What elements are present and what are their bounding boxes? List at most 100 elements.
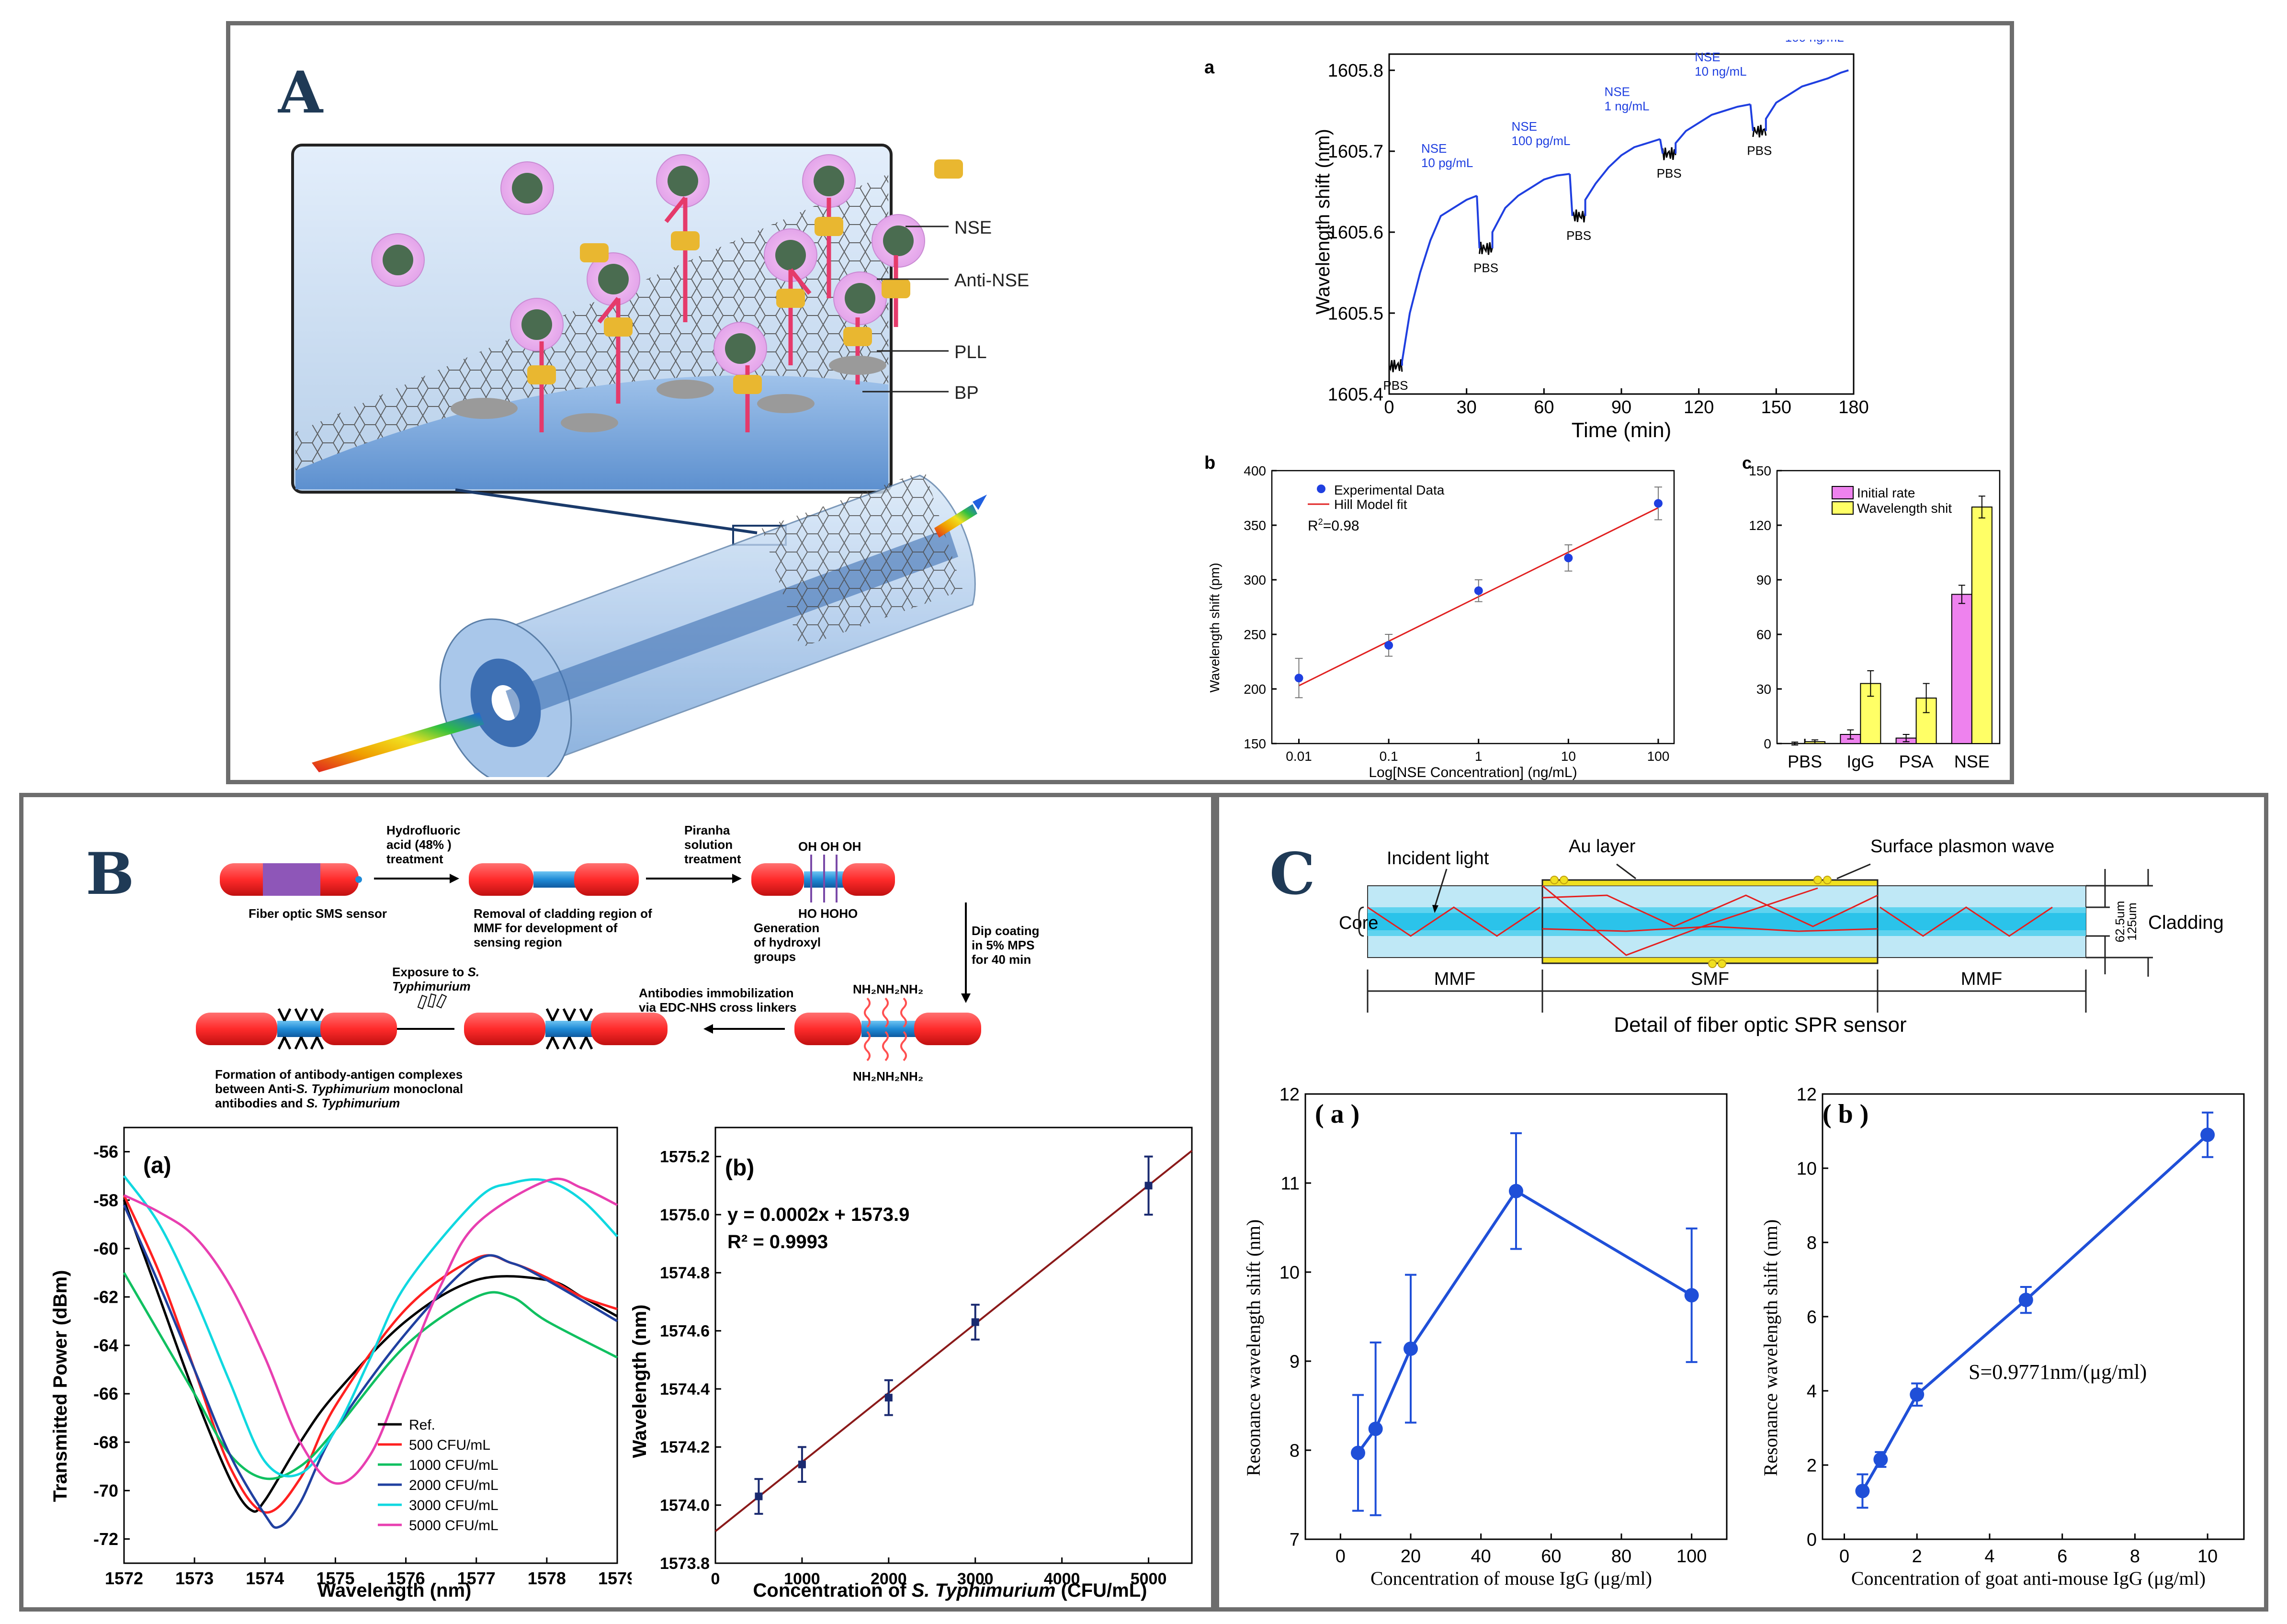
fit-line	[714, 1150, 1193, 1532]
y-tick-label: 400	[1244, 463, 1266, 478]
step-sms-sensor: Fiber optic SMS sensor	[249, 906, 387, 921]
step-piranha-2: solution	[684, 837, 733, 852]
y-tick-label: 1574.8	[660, 1264, 710, 1282]
nse-concentration: 100 ng/mL	[1785, 40, 1844, 45]
data-point	[1384, 641, 1393, 650]
data-point	[1509, 1184, 1523, 1198]
y-tick-label: 60	[1756, 627, 1771, 642]
y-tick-label: -60	[93, 1239, 118, 1258]
legend-label: Ref.	[409, 1417, 435, 1433]
x-tick-label: 80	[1611, 1546, 1631, 1567]
y-tick-label: -72	[93, 1529, 118, 1549]
y-tick-label: 1605.4	[1328, 384, 1383, 405]
x-tick-label: IgG	[1846, 752, 1874, 771]
x-axis-label: Concentration of goat anti-mouse IgG (μg…	[1851, 1568, 2206, 1589]
data-point	[1351, 1445, 1365, 1460]
nse-concentration: 100 pg/mL	[1512, 134, 1571, 148]
y-tick-label: 12	[1797, 1084, 1817, 1105]
slope-annotation: S=0.9771nm/(μg/ml)	[1969, 1360, 2147, 1384]
pbs-label: PBS	[1657, 166, 1682, 180]
panel-a: A	[226, 21, 2014, 784]
x-axis-label: Concentration of mouse IgG (μg/ml)	[1370, 1568, 1652, 1589]
legend-fit: Hill Model fit	[1334, 497, 1407, 512]
step-mps-3: for 40 min	[972, 952, 1031, 967]
x-axis-label: Time (min)	[1572, 418, 1672, 442]
chart-letter: (b)	[725, 1155, 754, 1181]
step-piranha-3: treatment	[684, 852, 741, 866]
x-tick-label: 60	[1541, 1546, 1561, 1567]
pbs-segment	[1572, 209, 1586, 223]
y-axis-label: Resonance wavelength shift (nm)	[1243, 1219, 1264, 1477]
series-line	[123, 1195, 618, 1514]
x-tick-label: PSA	[1899, 752, 1934, 771]
chart-letter: b	[1204, 453, 1215, 473]
legend-label: 3000 CFU/mL	[409, 1498, 498, 1513]
y-tick-label: 4	[1807, 1381, 1817, 1401]
chart-wavelength-concentration: 0 1000 2000 3000 4000 5000 1573.8 1574.0 1574.2 1…	[632, 1127, 1193, 1601]
x-tick-label: 1575	[316, 1568, 354, 1588]
y-tick-label: 8	[1807, 1233, 1817, 1253]
step-exposure-2: Typhimurium	[392, 979, 471, 993]
axes: 0 20 40 60 80 100 7 8 9 10 11 12	[1279, 1084, 1728, 1567]
data-point	[971, 1318, 979, 1326]
plot-frame	[1304, 1093, 1728, 1540]
label-pll: PLL	[954, 342, 987, 362]
x-tick-label: 1572	[105, 1568, 143, 1588]
data-points	[1855, 1111, 2215, 1509]
x-tick-label: 40	[1471, 1546, 1491, 1567]
bar	[1951, 594, 1972, 744]
data-point	[1910, 1387, 1925, 1402]
y-tick-label: 1574.4	[660, 1380, 710, 1398]
label-smf: SMF	[1691, 969, 1729, 989]
y-tick-label: 200	[1244, 682, 1266, 697]
label-incident-light: Incident light	[1387, 848, 1489, 868]
y-tick-label: -56	[93, 1142, 118, 1162]
step-hydroxyl-3: groups	[754, 949, 796, 964]
y-tick-label: 2	[1807, 1455, 1817, 1476]
nse-label: NSE	[1695, 50, 1720, 64]
axes: 0 2 4 6 8 10 0 2 4 6 8 10 12	[1797, 1084, 2245, 1567]
y-tick-label: -68	[93, 1432, 118, 1452]
y-tick-label: 90	[1756, 573, 1771, 587]
y-axis-label: Wavelength shift (pm)	[1207, 563, 1222, 692]
step-hf-2: acid (48% )	[386, 837, 452, 852]
y-tick-label: 1575.2	[660, 1148, 710, 1166]
oh-top: OH OH OH	[798, 839, 861, 854]
pbs-label: PBS	[1383, 378, 1408, 393]
step-mps-1: Dip coating	[972, 924, 1040, 938]
data-point	[1368, 1421, 1383, 1436]
pbs-segment	[1479, 242, 1494, 255]
y-tick-label: -64	[93, 1336, 118, 1355]
diagram-caption: Detail of fiber optic SPR sensor	[1614, 1013, 1906, 1037]
series-line	[1357, 1189, 1693, 1454]
y-tick-label: 30	[1756, 682, 1771, 697]
x-tick-label: 1577	[457, 1568, 496, 1588]
plot-frame	[1776, 470, 2001, 744]
legend: Ref. 500 CFU/mL 1000 CFU/mL 2000 CFU/mL 3000…	[378, 1417, 498, 1534]
y-tick-label: 350	[1244, 518, 1266, 533]
x-tick-label: 1574	[246, 1568, 284, 1588]
data-point	[1653, 499, 1663, 508]
label-mmf-right: MMF	[1961, 969, 2003, 989]
legend-label: 2000 CFU/mL	[409, 1477, 498, 1493]
label-clad-diameter: 125um	[2125, 902, 2139, 941]
x-tick-label: 0	[1384, 397, 1394, 417]
x-tick-label: 4	[1984, 1546, 1994, 1567]
step-removal-1: Removal of cladding region of	[474, 906, 652, 921]
legend-swatch-initial	[1832, 486, 1854, 499]
x-tick-label: 4000	[1044, 1570, 1080, 1588]
panel-letter: B	[86, 840, 135, 908]
nh2-bottom: NH₂NH₂NH₂	[853, 1069, 923, 1083]
legend-label: 1000 CFU/mL	[409, 1457, 498, 1473]
x-tick-label: 1579	[598, 1568, 632, 1588]
step-hf-3: treatment	[386, 852, 443, 866]
data-point	[1294, 674, 1303, 683]
series-drop	[1476, 195, 1481, 248]
panel-letter: C	[1269, 840, 1315, 908]
series-line	[1765, 69, 1849, 131]
x-tick-label: 2	[1912, 1546, 1922, 1567]
legend-label: 5000 CFU/mL	[409, 1518, 498, 1534]
series-line	[123, 1272, 618, 1480]
step-complex-1: Formation of antibody-antigen complexes	[215, 1067, 463, 1082]
